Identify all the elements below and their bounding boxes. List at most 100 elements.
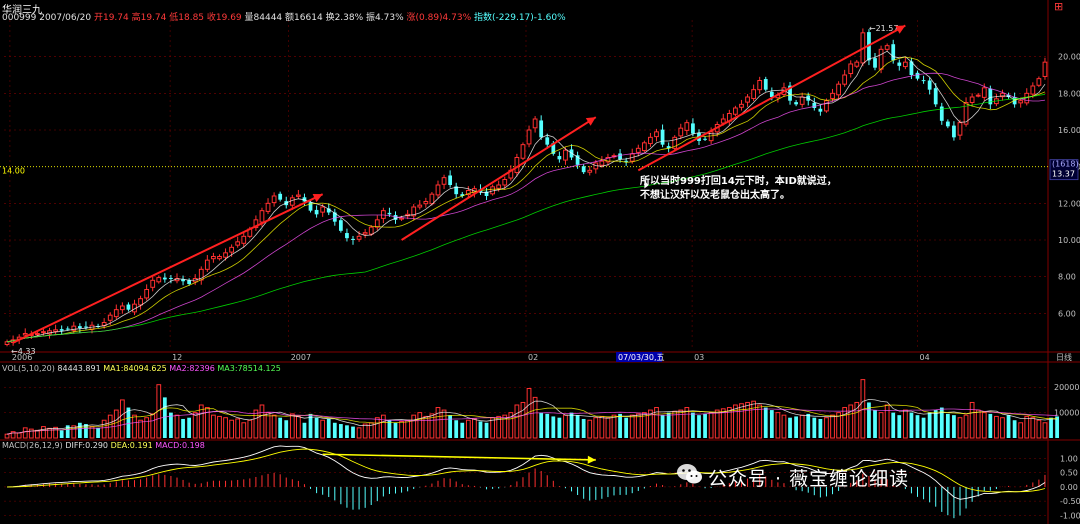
macd-dea-line [7, 448, 1046, 493]
trend-arrow-3 [637, 24, 906, 172]
candle-body-down [812, 102, 817, 108]
volume-bar-down [332, 422, 337, 438]
candle-body-up [684, 122, 690, 131]
volume-bar-down [794, 416, 798, 438]
volume-bar-up [963, 414, 969, 439]
volume-tick-label: 100000 [1054, 409, 1080, 418]
annotation-text: 所以当时999打回14元下时，本ID就说过， 不想让汉奸以及老鼠仓出太高了。 [640, 175, 837, 203]
candle-body-down [278, 193, 283, 200]
candle-body-up [733, 107, 738, 115]
close-icon[interactable]: ⊞ [1054, 0, 1064, 13]
volume-bar-down [284, 420, 289, 438]
candle-body-up [441, 177, 447, 185]
volume-bar-up [35, 429, 40, 439]
candle-body-up [289, 197, 295, 206]
candle-body-down [65, 328, 70, 330]
volume-bar-up [441, 409, 447, 439]
min-price-label: ←4.33 [11, 347, 36, 356]
volume-bar-down [921, 417, 926, 438]
volume-bar-down [59, 430, 64, 438]
price-tick-label: 12.00 [1058, 199, 1080, 208]
candle-body-down [545, 137, 550, 145]
candle-body-up [156, 277, 162, 283]
price-ma-line [6, 56, 1046, 343]
candle-body-up [150, 279, 156, 288]
volume-bar-down [478, 421, 483, 438]
trend-arrow-1 [12, 193, 324, 344]
volume-bar-down [897, 415, 902, 438]
quote-info-bar: 000999 2007/06/20 开19.74 高19.74 低18.85 收… [2, 10, 566, 23]
volume-bar-up [71, 425, 77, 439]
candle-body-up [253, 219, 259, 229]
candle-body-up [963, 102, 969, 125]
candle-body-up [975, 94, 981, 97]
volume-bar-up [399, 421, 404, 439]
candle-body-down [484, 191, 489, 196]
volume-bar-down [581, 418, 586, 438]
volume-bar-down [448, 415, 453, 438]
volume-bar-up [981, 412, 987, 439]
candle-body-down [788, 85, 792, 101]
volume-bar-up [411, 414, 417, 439]
candle-body-up [113, 309, 119, 318]
volume-bar-up [241, 422, 247, 439]
volume-bar-down [703, 413, 707, 438]
candle-body-up [605, 157, 611, 163]
volume-bar-up [101, 419, 107, 439]
candle-body-down [539, 120, 544, 138]
candle-body-up [496, 184, 502, 189]
candle-body-up [411, 206, 417, 217]
candle-body-up [854, 61, 860, 67]
volume-bar-up [781, 414, 787, 439]
volume-bar-down [891, 412, 896, 438]
date-tick-label: 04 [920, 353, 930, 362]
macd-divergence-arrow-head [587, 455, 596, 464]
volume-bar-up [271, 414, 277, 439]
candle-body-up [271, 195, 277, 204]
candle-body-up [1000, 92, 1005, 98]
candle-body-up [1036, 78, 1042, 86]
volume-bar-up [253, 409, 259, 439]
candle-body-down [660, 129, 665, 145]
volume-bar-up [296, 415, 301, 439]
macd-diff: DIFF:0.290 [65, 441, 109, 450]
volume-bar-down [314, 417, 319, 438]
volume-bar-up [532, 396, 538, 439]
trend-arrow-2-head [585, 117, 596, 126]
reference-label-left: 14.00 [2, 167, 25, 176]
volume-bar-up [223, 417, 228, 439]
candle-body-up [848, 63, 854, 75]
volume-bar-up [16, 432, 22, 439]
candle-body-up [380, 210, 386, 219]
period-label: 日线 [1056, 352, 1072, 362]
volume-bar-up [714, 409, 720, 439]
volume-bar-up [745, 401, 750, 439]
candle-body-up [138, 298, 143, 306]
candle-body-up [465, 190, 471, 196]
candle-body-up [429, 193, 435, 205]
volume-value: 量84444 [244, 13, 283, 23]
volume-bar-up [1036, 419, 1042, 439]
volume-bar-up [629, 414, 635, 439]
candle-body-up [1018, 100, 1024, 104]
volume-bar-up [587, 419, 593, 439]
candle-body-up [654, 131, 659, 138]
candle-body-up [648, 136, 653, 145]
date-tick-label: 2006 [12, 353, 32, 362]
candle-body-down [181, 279, 185, 282]
candle-body-down [187, 280, 192, 284]
amplitude-value: 振4.73% [366, 13, 404, 23]
candle-body-down [891, 44, 896, 61]
cursor-date-label: 07/03/30,五 [618, 353, 664, 362]
macd-dea: DEA:0.191 [110, 441, 153, 450]
date-tick-label: 2007 [291, 353, 311, 362]
candle-body-down [1006, 94, 1011, 97]
macd-diff-line [6, 445, 1046, 500]
candle-body-up [53, 329, 58, 332]
volume-bar-up [1024, 415, 1030, 439]
volume-bar-down [181, 418, 185, 438]
candle-body-up [229, 246, 234, 253]
volume-bar-up [150, 413, 156, 439]
